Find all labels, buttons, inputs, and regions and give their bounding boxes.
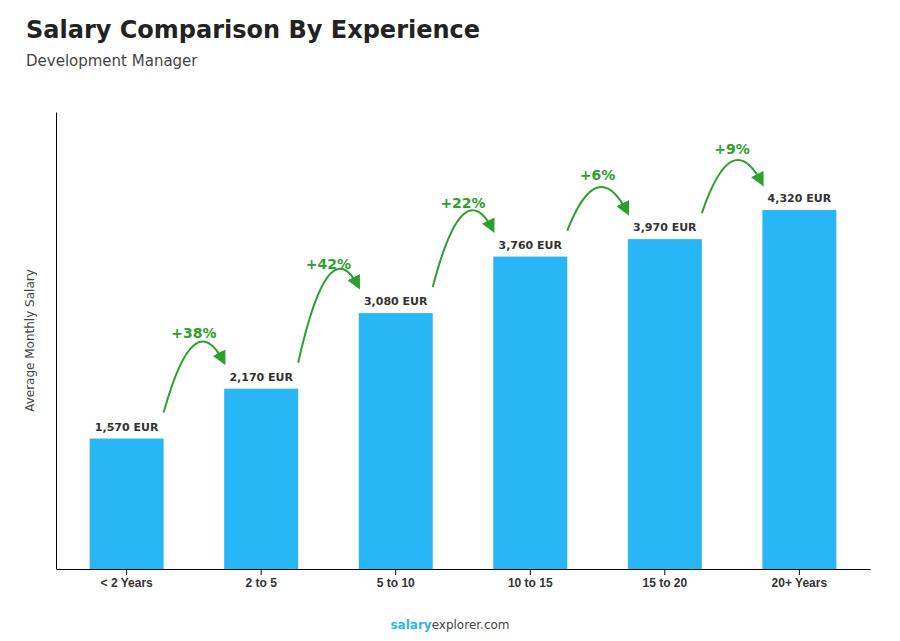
chart-container: Salary Comparison By Experience Developme… bbox=[0, 0, 900, 641]
subtitle: Development Manager bbox=[26, 52, 198, 70]
change-label: +22% bbox=[440, 195, 485, 211]
bar bbox=[493, 257, 567, 569]
x-tick-label: < 2 Years bbox=[101, 576, 153, 590]
title: Salary Comparison By Experience bbox=[26, 16, 480, 44]
change-label: +42% bbox=[306, 256, 351, 272]
x-tick-mark bbox=[530, 569, 531, 575]
change-label: +9% bbox=[714, 141, 750, 157]
bar bbox=[90, 439, 164, 569]
change-arrow bbox=[433, 210, 494, 287]
x-tick-label: 15 to 20 bbox=[642, 576, 687, 590]
change-annotations: +38% +42% +22% +6% +9% bbox=[164, 141, 763, 412]
bar bbox=[224, 389, 298, 569]
bar bbox=[628, 239, 702, 569]
x-tick-mark bbox=[395, 569, 396, 575]
data-label: 2,170 EUR bbox=[229, 371, 293, 384]
change-arrow bbox=[164, 341, 225, 412]
data-label: 4,320 EUR bbox=[768, 192, 832, 205]
chart-svg: Salary Comparison By Experience Developme… bbox=[0, 0, 900, 641]
footer-part: explorer.com bbox=[432, 618, 510, 632]
x-tick: 10 to 15 bbox=[508, 569, 553, 590]
change-label: +38% bbox=[171, 325, 216, 341]
data-label: 1,570 EUR bbox=[95, 421, 159, 434]
x-tick: 15 to 20 bbox=[642, 569, 687, 590]
change-arrow bbox=[702, 160, 763, 213]
footer-part: salary bbox=[390, 618, 431, 632]
change-label: +6% bbox=[580, 167, 616, 183]
x-tick-label: 10 to 15 bbox=[508, 576, 553, 590]
x-tick-mark bbox=[261, 569, 262, 575]
x-axis: < 2 Years 2 to 5 5 to 10 10 to 15 15 to 20 20… bbox=[57, 569, 871, 590]
x-tick-mark bbox=[126, 569, 127, 575]
data-label: 3,970 EUR bbox=[633, 221, 697, 234]
bars bbox=[90, 210, 837, 569]
data-label: 3,080 EUR bbox=[364, 295, 428, 308]
x-axis-line bbox=[57, 569, 871, 570]
x-tick-label: 5 to 10 bbox=[377, 576, 415, 590]
x-tick: 5 to 10 bbox=[377, 569, 415, 590]
x-tick: 2 to 5 bbox=[246, 569, 278, 590]
bar bbox=[359, 313, 433, 569]
change-arrow bbox=[567, 187, 628, 231]
x-tick-label: 2 to 5 bbox=[246, 576, 278, 590]
x-tick: 20+ Years bbox=[772, 569, 828, 590]
bar bbox=[762, 210, 836, 569]
data-label: 3,760 EUR bbox=[498, 239, 562, 252]
footer: salaryexplorer.com bbox=[390, 618, 509, 632]
y-axis-line bbox=[56, 113, 57, 570]
y-axis-title: Average Monthly Salary bbox=[23, 269, 37, 412]
x-tick-mark bbox=[664, 569, 665, 575]
data-labels: 1,570 EUR 2,170 EUR 3,080 EUR 3,760 EUR 3,97… bbox=[95, 192, 832, 434]
y-axis bbox=[56, 113, 57, 570]
x-tick: < 2 Years bbox=[101, 569, 153, 590]
x-tick-mark bbox=[799, 569, 800, 575]
x-tick-label: 20+ Years bbox=[772, 576, 828, 590]
change-arrow bbox=[298, 269, 359, 363]
